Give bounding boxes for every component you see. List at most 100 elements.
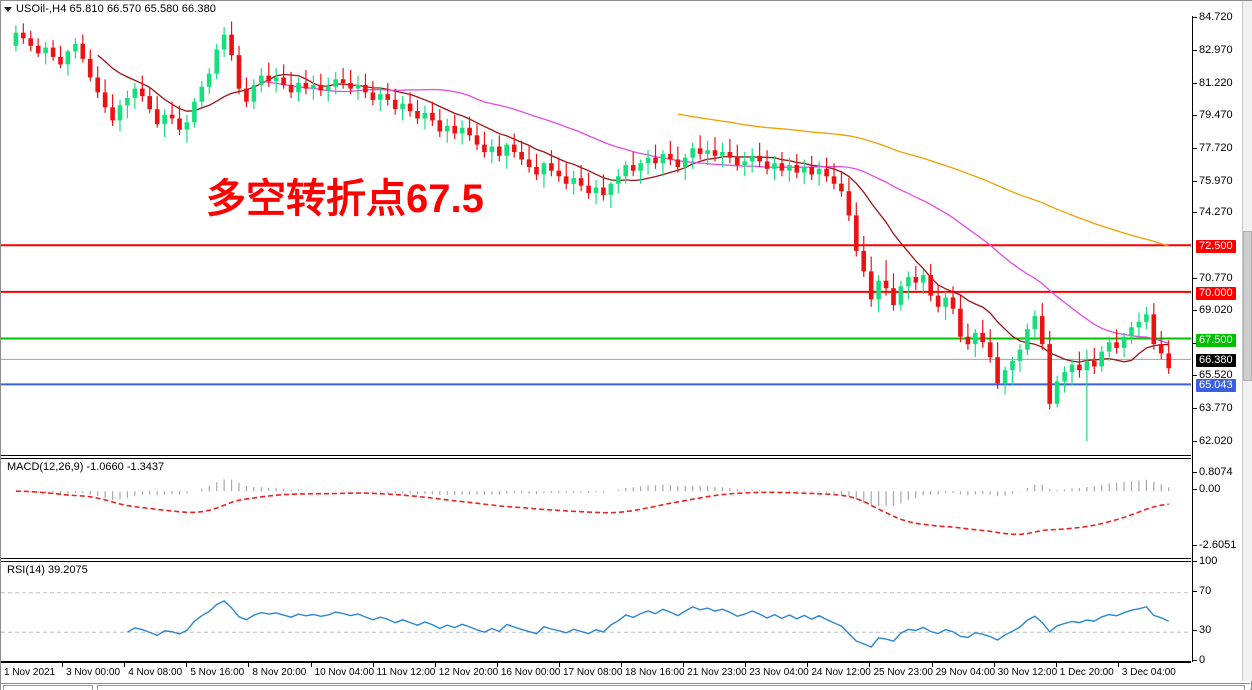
candlestick — [735, 144, 740, 171]
time-axis-separator — [745, 663, 747, 667]
candlestick — [578, 165, 584, 192]
candlestick — [846, 178, 852, 222]
price-level-tag[interactable]: 72.500 — [1196, 240, 1236, 254]
candlestick — [549, 150, 554, 177]
candlestick — [943, 291, 948, 320]
candlestick — [720, 142, 725, 167]
time-axis-separator — [1055, 663, 1057, 667]
macd-scale-label: 0.8074 — [1199, 465, 1233, 478]
candlestick — [1121, 332, 1127, 358]
candlestick — [571, 170, 576, 195]
time-axis[interactable]: 1 Nov 2021 3 Nov 00:00 4 Nov 08:00 5 Nov 16… — [1, 662, 1191, 682]
time-axis-label: 29 Nov 04:00 — [935, 667, 996, 678]
candlestick — [980, 319, 985, 348]
rsi-indicator-pane[interactable]: RSI(14) 39.2075 — [1, 561, 1191, 662]
price-tick-label: 84.720 — [1199, 11, 1233, 24]
price-tick-label: 77.720 — [1199, 141, 1233, 154]
candlestick — [526, 146, 532, 173]
candlestick — [1069, 359, 1075, 386]
time-axis-separator — [869, 663, 871, 667]
candlestick — [385, 83, 390, 106]
price-tick-label: 62.020 — [1199, 434, 1233, 447]
rsi-plot-area — [1, 562, 1191, 661]
candlestick — [95, 66, 100, 98]
candlestick — [273, 68, 279, 93]
candlestick — [638, 159, 643, 184]
candlestick — [266, 62, 271, 87]
time-axis-label: 24 Nov 12:00 — [811, 667, 871, 678]
candlestick — [259, 68, 264, 93]
candlestick — [392, 88, 398, 115]
candlestick — [311, 75, 316, 100]
macd-scale-label: -2.6051 — [1199, 539, 1237, 552]
macd-plot-area — [1, 459, 1191, 558]
candlestick — [251, 79, 257, 110]
price-tick-label: 82.970 — [1199, 44, 1233, 57]
price-level-tag[interactable]: 70.000 — [1196, 286, 1236, 300]
candlestick — [28, 30, 33, 52]
price-scale[interactable]: 84.720 82.970 81.220 79.470 77.720 75.970 74.2… — [1192, 1, 1250, 666]
terminal-cell-right[interactable] — [97, 685, 1245, 690]
price-plot-area[interactable] — [1, 1, 1191, 455]
terminal-cell-left[interactable] — [3, 685, 93, 690]
time-axis-label: 8 Nov 20:00 — [252, 667, 307, 678]
candlestick — [430, 101, 435, 126]
candlestick — [630, 152, 636, 177]
candlestick — [779, 152, 785, 177]
candlestick — [1158, 331, 1164, 360]
candlestick — [883, 260, 889, 296]
time-axis-label: 17 Nov 08:00 — [562, 667, 623, 678]
candlestick — [73, 38, 78, 59]
candlestick — [325, 77, 331, 102]
price-level-tag[interactable]: 67.500 — [1196, 333, 1236, 347]
candlestick — [1114, 329, 1119, 354]
price-level-tag[interactable]: 66.380 — [1196, 354, 1236, 368]
price-tick-label: 81.220 — [1199, 76, 1233, 89]
scrollbar-thumb[interactable] — [1243, 231, 1252, 381]
candlestick — [192, 97, 197, 128]
candlestick — [861, 235, 866, 277]
candlestick — [839, 170, 844, 197]
time-axis-separator — [807, 663, 809, 667]
price-level-tag[interactable]: 65.043 — [1196, 379, 1236, 393]
candlestick — [690, 142, 695, 169]
candlestick — [757, 142, 762, 167]
candlestick — [891, 273, 896, 311]
terminal-strip[interactable] — [1, 683, 1250, 690]
macd-indicator-pane[interactable]: MACD(12,26,9) -1.0660 -1.3437 — [1, 458, 1191, 559]
candlestick — [422, 105, 428, 130]
candlestick — [333, 71, 338, 95]
symbol-header-bar[interactable]: USOil-,H4 65.810 66.570 65.580 66.380 — [1, 1, 1194, 16]
candlestick — [318, 73, 324, 97]
time-axis-separator — [434, 663, 436, 667]
candlestick — [556, 157, 562, 182]
time-axis-separator — [62, 663, 64, 667]
candlestick — [296, 77, 301, 102]
rsi-scale-label: 100 — [1199, 555, 1218, 567]
candlestick — [1047, 331, 1052, 410]
candlestick — [653, 144, 658, 169]
candlestick — [177, 105, 182, 136]
price-chart-pane[interactable]: 多空转折点67.5 — [1, 1, 1191, 456]
time-axis-label: 1 Nov 2021 — [4, 667, 56, 678]
candlestick — [1136, 312, 1142, 337]
candlestick — [87, 49, 93, 82]
candlestick — [511, 133, 517, 158]
chevron-down-icon[interactable] — [4, 6, 12, 12]
candlestick — [1077, 351, 1082, 378]
rsi-scale-label: 70 — [1199, 584, 1212, 597]
candlestick — [816, 161, 822, 186]
time-axis-label: 3 Dec 04:00 — [1121, 667, 1176, 678]
candlestick — [102, 79, 108, 113]
candlestick — [920, 269, 926, 294]
price-tick-label: 79.470 — [1199, 109, 1233, 122]
candlestick — [437, 109, 443, 138]
candlestick — [1017, 344, 1023, 373]
macd-signal-line — [15, 490, 1169, 536]
candlestick — [407, 92, 413, 117]
candlestick — [482, 131, 487, 158]
candlestick — [787, 157, 792, 182]
candlestick — [221, 27, 227, 57]
vertical-scrollbar[interactable] — [1242, 1, 1252, 681]
candlestick — [244, 77, 249, 108]
